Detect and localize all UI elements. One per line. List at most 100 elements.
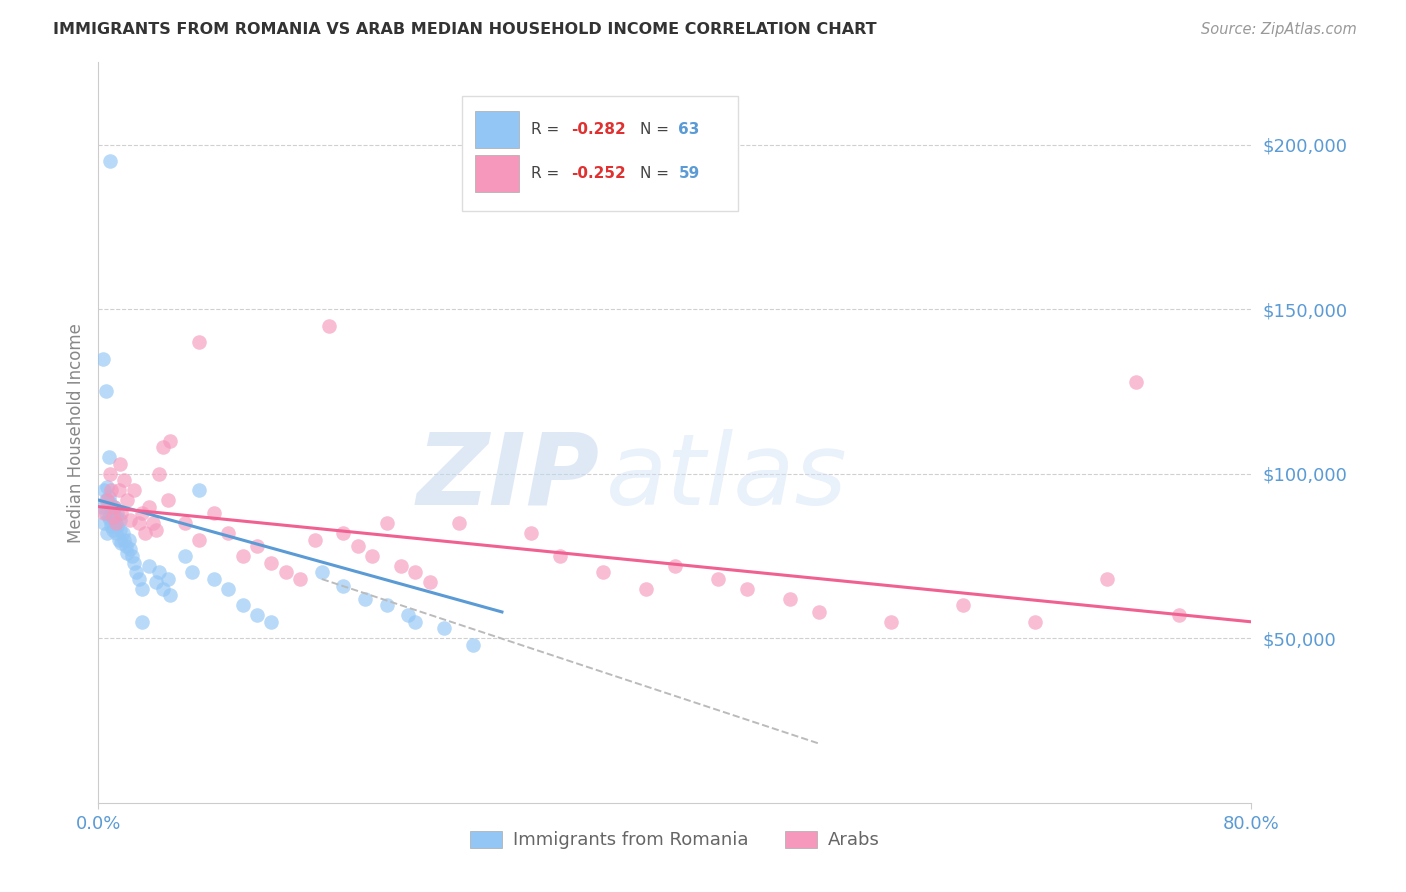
Point bbox=[91, 500, 114, 514]
Point bbox=[419, 575, 441, 590]
Text: R =: R = bbox=[531, 166, 564, 181]
Point bbox=[100, 519, 122, 533]
Text: 63: 63 bbox=[678, 121, 700, 136]
FancyBboxPatch shape bbox=[461, 95, 738, 211]
Point bbox=[188, 335, 211, 350]
Text: IMMIGRANTS FROM ROMANIA VS ARAB MEDIAN HOUSEHOLD INCOME CORRELATION CHART: IMMIGRANTS FROM ROMANIA VS ARAB MEDIAN H… bbox=[53, 22, 877, 37]
Point bbox=[779, 591, 801, 606]
Point bbox=[174, 549, 197, 563]
Point bbox=[101, 509, 124, 524]
Point bbox=[93, 483, 115, 498]
Point bbox=[100, 483, 122, 498]
Point bbox=[361, 549, 384, 563]
Point bbox=[128, 572, 150, 586]
Text: atlas: atlas bbox=[606, 428, 848, 525]
Point bbox=[94, 384, 117, 399]
Text: ZIP: ZIP bbox=[418, 428, 600, 525]
Point bbox=[110, 536, 132, 550]
Point bbox=[125, 566, 148, 580]
Point bbox=[96, 493, 118, 508]
Point bbox=[120, 513, 142, 527]
Point bbox=[354, 591, 377, 606]
Point bbox=[97, 509, 120, 524]
Point bbox=[124, 483, 146, 498]
Point bbox=[112, 473, 135, 487]
Point bbox=[98, 513, 121, 527]
Point bbox=[148, 566, 170, 580]
Point bbox=[217, 526, 239, 541]
Point bbox=[134, 526, 156, 541]
Point bbox=[142, 516, 165, 530]
Point bbox=[107, 533, 129, 547]
Point bbox=[159, 434, 181, 448]
Point bbox=[246, 539, 269, 553]
Point bbox=[202, 506, 225, 520]
Point bbox=[156, 493, 179, 508]
Point bbox=[117, 493, 139, 508]
Point bbox=[97, 490, 120, 504]
Point bbox=[159, 589, 181, 603]
Point bbox=[217, 582, 239, 596]
Point bbox=[592, 566, 614, 580]
Point bbox=[156, 572, 179, 586]
Point bbox=[735, 582, 758, 596]
Point bbox=[98, 467, 121, 481]
Point bbox=[93, 516, 115, 530]
Point bbox=[112, 533, 135, 547]
Point bbox=[707, 572, 730, 586]
Text: N =: N = bbox=[640, 166, 673, 181]
Point bbox=[117, 546, 139, 560]
Text: R =: R = bbox=[531, 121, 564, 136]
Point bbox=[332, 526, 354, 541]
Point bbox=[131, 582, 153, 596]
Point bbox=[808, 605, 831, 619]
Point bbox=[111, 526, 134, 541]
Point bbox=[104, 509, 127, 524]
Point bbox=[103, 500, 125, 514]
Point bbox=[260, 615, 283, 629]
Point bbox=[105, 519, 128, 533]
Text: -0.252: -0.252 bbox=[571, 166, 626, 181]
Point bbox=[332, 579, 354, 593]
Point bbox=[138, 500, 160, 514]
Point bbox=[311, 566, 333, 580]
Point bbox=[107, 483, 129, 498]
Point bbox=[290, 572, 312, 586]
Point bbox=[138, 558, 160, 573]
Point bbox=[96, 480, 118, 494]
Point bbox=[114, 539, 136, 553]
Point bbox=[152, 441, 174, 455]
Point bbox=[105, 506, 128, 520]
Point bbox=[145, 523, 167, 537]
Point bbox=[131, 615, 153, 629]
Point bbox=[94, 506, 117, 520]
Point bbox=[246, 608, 269, 623]
Point bbox=[461, 638, 484, 652]
Text: 59: 59 bbox=[678, 166, 700, 181]
Point bbox=[174, 516, 197, 530]
Point bbox=[181, 566, 204, 580]
Point bbox=[231, 549, 254, 563]
Point bbox=[1097, 572, 1119, 586]
Point bbox=[128, 516, 150, 530]
Text: -0.282: -0.282 bbox=[571, 121, 626, 136]
Point bbox=[260, 556, 283, 570]
Point bbox=[103, 513, 125, 527]
Point bbox=[1024, 615, 1046, 629]
Text: Source: ZipAtlas.com: Source: ZipAtlas.com bbox=[1201, 22, 1357, 37]
Point bbox=[880, 615, 903, 629]
Point bbox=[188, 533, 211, 547]
Point bbox=[118, 533, 141, 547]
Point bbox=[664, 558, 686, 573]
Y-axis label: Median Household Income: Median Household Income bbox=[66, 323, 84, 542]
Point bbox=[274, 566, 297, 580]
Point bbox=[108, 457, 131, 471]
Point bbox=[120, 542, 142, 557]
Point bbox=[152, 582, 174, 596]
Point bbox=[131, 506, 153, 520]
Point bbox=[375, 516, 398, 530]
Point bbox=[304, 533, 326, 547]
Point bbox=[231, 599, 254, 613]
Point bbox=[124, 556, 146, 570]
Point bbox=[188, 483, 211, 498]
